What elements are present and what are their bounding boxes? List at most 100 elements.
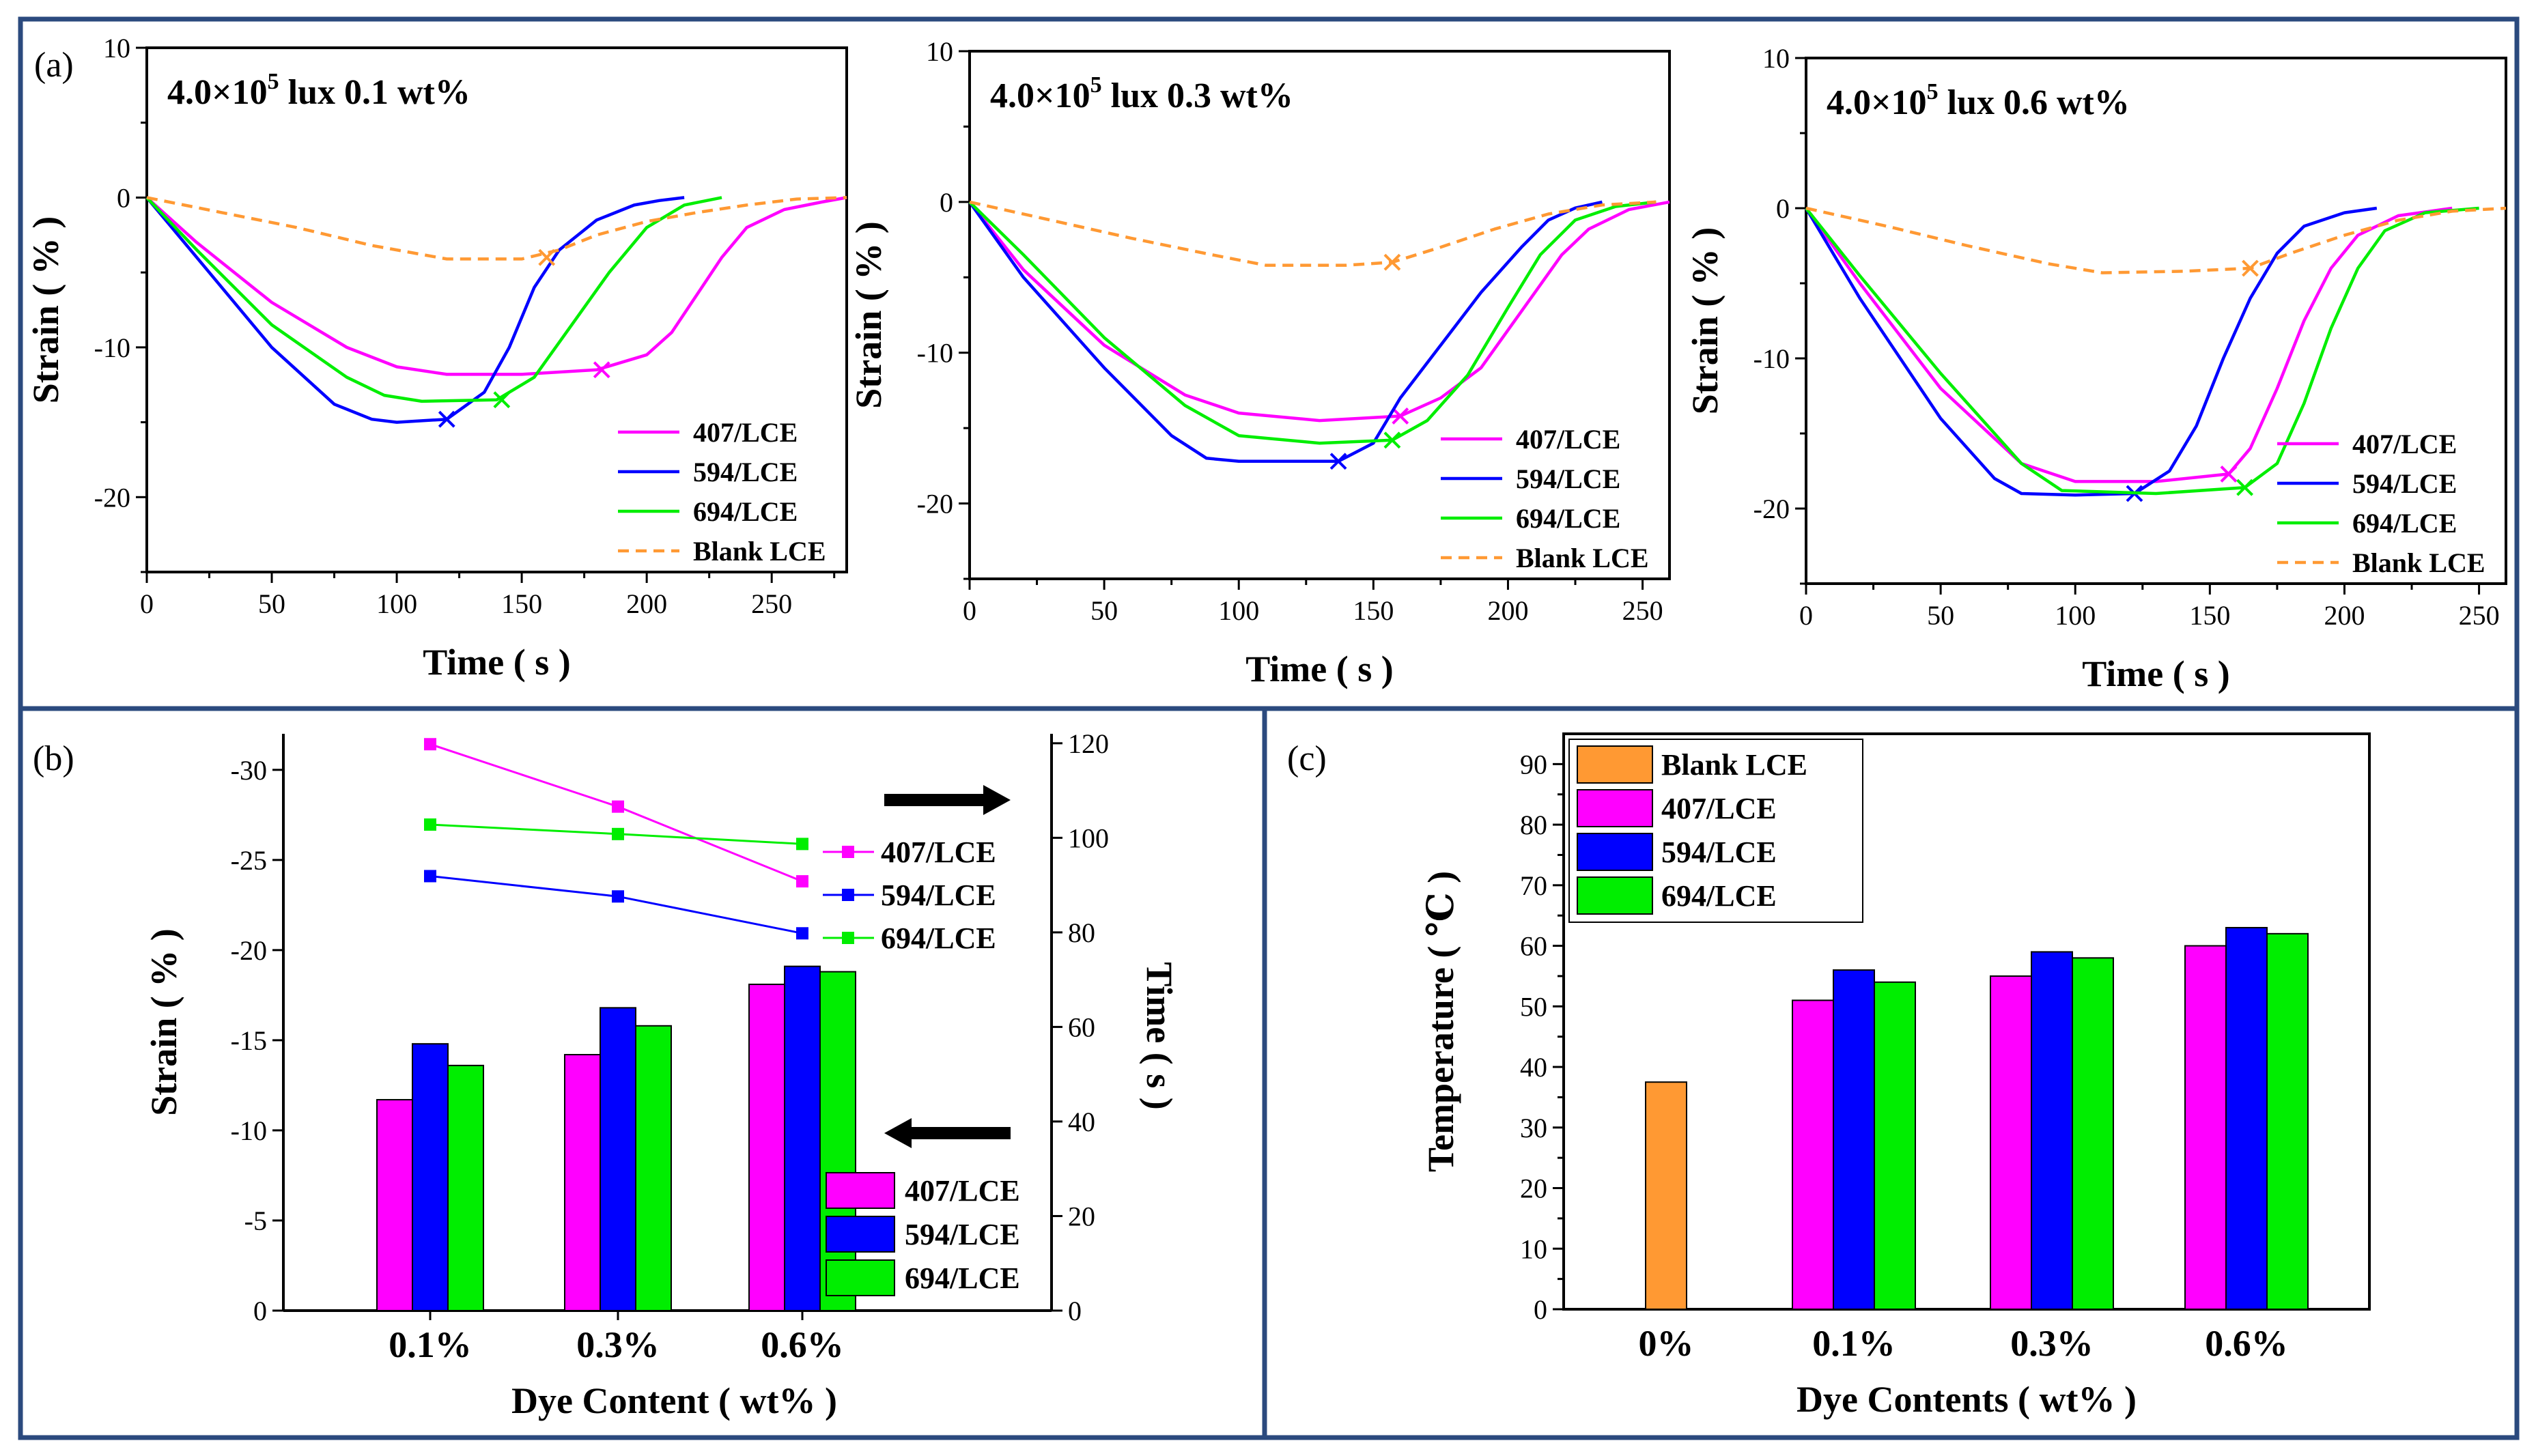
series-marker-694-lce-stroke-2 [2236, 479, 2254, 496]
series-line-594-lce [968, 200, 1603, 463]
time-point [612, 800, 624, 813]
y-tick-label: -30 [231, 755, 267, 786]
x-tick-label: 200 [626, 588, 667, 619]
x-tick-label: 0.6% [761, 1324, 844, 1365]
series-line-694-lce [1805, 206, 2479, 496]
bar-legend-swatch [826, 1259, 895, 1296]
time-point [612, 827, 624, 840]
plot-a-0p1wt: 0 50 100 150 200 250 -20 -10 0 10 Time ( s ) Strain… [25, 33, 848, 683]
legend-label: Blank LCE [1516, 543, 1649, 573]
x-tick-label: 50 [1927, 600, 1954, 631]
x-tick-label: 0 [140, 588, 154, 619]
arrow-right-icon [884, 785, 1011, 815]
y-tick-label: 30 [1520, 1113, 1547, 1143]
series-marker-694-lce [2236, 479, 2254, 496]
series-line-407-lce [145, 196, 847, 376]
bar-legend-label: 407/LCE [905, 1174, 1020, 1208]
y-tick-label: 0 [1776, 193, 1790, 224]
x-tick-label: 0.3% [576, 1324, 660, 1365]
y2-tick-label: 60 [1068, 1012, 1095, 1042]
series-marker-blank-lce [1383, 253, 1401, 271]
bar-407-lce [376, 1099, 413, 1311]
x-tick-label: 100 [1218, 595, 1259, 626]
legend-label: 694/LCE [1516, 503, 1620, 534]
time-point [424, 738, 436, 751]
legend-swatch [1577, 876, 1653, 915]
x-tick-label: 0 [1799, 600, 1813, 631]
y2-tick-label: 100 [1068, 823, 1109, 853]
series-marker-694-lce [1383, 431, 1401, 449]
bar-694-lce [819, 971, 856, 1311]
series-line-594-lce [145, 196, 685, 424]
legend-label: 694/LCE [2352, 508, 2457, 539]
x-tick-label: 200 [1487, 595, 1528, 626]
series-line-594-lce [1805, 206, 2378, 497]
bar-694-lce [447, 1064, 484, 1311]
arrow-left-icon [884, 1118, 1011, 1148]
bar-407-lce [564, 1054, 601, 1311]
condition-rest: lux 0.3 wt% [1102, 76, 1293, 115]
x-tick-label: 0 [963, 595, 976, 626]
x-tick-label: 100 [376, 588, 417, 619]
legend-label: 594/LCE [2352, 468, 2457, 499]
condition-rest: lux 0.1 wt% [279, 73, 470, 112]
line-legend-label: 694/LCE [881, 922, 996, 955]
series-marker-blank-lce [538, 248, 556, 266]
x-tick-label: 50 [258, 588, 285, 619]
series-marker-blank-lce-stroke-2 [1383, 253, 1401, 271]
y2-axis-label: Time ( s ) [1139, 962, 1180, 1109]
y-tick-label: -20 [1753, 494, 1790, 524]
x-tick-label: 150 [2189, 600, 2230, 631]
bar-407-lce [1990, 975, 2032, 1311]
x-tick-label: 0.1% [1812, 1323, 1896, 1364]
panel-label-a: (a) [34, 46, 74, 85]
plot-area [1562, 732, 2371, 1311]
legend-label: 694/LCE [1661, 879, 1777, 913]
time-point [424, 818, 436, 831]
condition-main: 4.0×10 [167, 73, 268, 112]
x-tick-label: 150 [1353, 595, 1394, 626]
legend-swatch [1577, 745, 1653, 784]
plot-area [968, 50, 1671, 580]
bar-legend-swatch [826, 1216, 895, 1253]
x-tick-label: 200 [2324, 600, 2365, 631]
series-marker-blank-lce-stroke-2 [2242, 259, 2259, 277]
y-tick-label: 0 [1534, 1294, 1547, 1325]
x-tick-label: 50 [1090, 595, 1118, 626]
bar-694-lce [635, 1025, 672, 1311]
y2-tick-label: 120 [1068, 728, 1109, 759]
series-line-blank-lce [146, 196, 847, 261]
y-tick-label: 10 [926, 36, 953, 67]
line-legend-marker [842, 889, 854, 901]
bar-407-lce [2184, 945, 2227, 1311]
series-marker-694-lce-stroke-2 [493, 391, 511, 409]
y-tick-label: 0 [253, 1296, 267, 1326]
x-tick-label: 250 [1622, 595, 1663, 626]
y-tick-label: 10 [1520, 1233, 1547, 1264]
condition-rest: lux 0.6 wt% [1939, 83, 2130, 122]
time-point [796, 875, 808, 888]
legend-label: Blank LCE [1661, 748, 1807, 782]
y-tick-label: 10 [1762, 43, 1790, 74]
time-point [796, 838, 808, 851]
y-tick-label: -10 [94, 332, 130, 363]
panel-label-b: (b) [33, 739, 74, 778]
y2-tick-label: 80 [1068, 917, 1095, 948]
bar-594-lce [1833, 969, 1875, 1311]
bar-blank-lce [1645, 1081, 1687, 1310]
series-marker-594-lce-stroke-2 [1329, 453, 1347, 470]
line-legend-marker [842, 846, 854, 858]
y-tick-label: 90 [1520, 749, 1547, 780]
y-tick-label: 10 [103, 33, 130, 63]
bar-legend-label: 694/LCE [905, 1261, 1020, 1295]
series-marker-594-lce [1329, 453, 1347, 470]
x-tick-label: 100 [2055, 600, 2096, 631]
x-axis-label: Time ( s ) [2082, 653, 2229, 694]
y-tick-label: 40 [1520, 1052, 1547, 1083]
x-axis-label: Time ( s ) [1245, 648, 1393, 689]
line-legend-label: 594/LCE [881, 879, 996, 912]
y2-tick-label: 0 [1068, 1296, 1082, 1326]
y-tick-label: 20 [1520, 1173, 1547, 1204]
time-point [612, 890, 624, 903]
panel-label-c: (c) [1287, 739, 1327, 778]
